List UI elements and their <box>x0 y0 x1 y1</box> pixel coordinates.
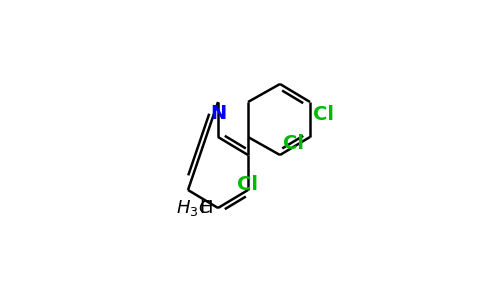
Text: Cl: Cl <box>313 105 334 124</box>
Text: H: H <box>199 199 213 217</box>
Text: N: N <box>210 104 226 123</box>
Text: $H_3C$: $H_3C$ <box>177 198 213 218</box>
Text: Cl: Cl <box>283 134 304 153</box>
Text: Cl: Cl <box>238 175 258 194</box>
